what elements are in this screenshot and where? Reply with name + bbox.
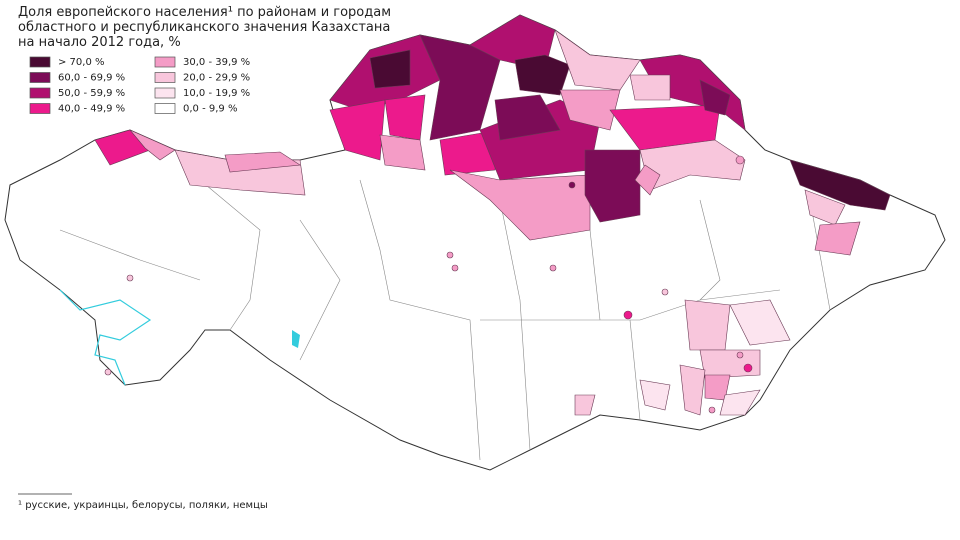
region: [629, 74, 671, 101]
city-dot: [623, 310, 633, 320]
city-dot: [736, 351, 744, 359]
region: [699, 79, 731, 116]
region: [814, 221, 861, 256]
region: [559, 89, 621, 131]
title: Доля европейского населения¹ по районам …: [18, 5, 391, 50]
region: [224, 151, 301, 173]
region: [379, 134, 426, 171]
legend-label: > 70,0 %: [58, 57, 105, 68]
legend-label: 20,0 - 29,9 %: [183, 73, 250, 84]
aral-sea: [292, 330, 300, 348]
title-line: Доля европейского населения¹ по районам …: [18, 5, 391, 20]
region: [719, 389, 761, 416]
region: [494, 94, 561, 141]
city-dot: [451, 264, 459, 272]
region: [584, 149, 641, 223]
legend-swatch: [29, 56, 51, 68]
region: [699, 349, 761, 379]
region: [369, 49, 411, 89]
city-dot: [743, 363, 753, 373]
region: [449, 169, 591, 241]
region: [514, 54, 571, 96]
legend-swatch: [154, 56, 176, 68]
legend-swatch: [154, 103, 176, 114]
legend-swatch: [154, 87, 176, 99]
region-borders: [59, 179, 831, 461]
legend-label: 40,0 - 49,9 %: [58, 104, 125, 115]
legend-swatch: [29, 87, 51, 99]
footnote: ¹ русские, украинцы, белорусы, поляки, н…: [18, 500, 268, 511]
legend-swatch: [154, 72, 176, 83]
region: [634, 164, 661, 196]
caspian-shore: [59, 289, 152, 386]
legend: > 70,0 % 60,0 - 69,9 % 50,0 - 59,9 % 40,0 -…: [29, 56, 250, 115]
legend-swatch: [29, 103, 51, 114]
region: [384, 94, 426, 141]
title-line: на начало 2012 года, %: [18, 35, 181, 50]
city-dot: [568, 181, 576, 189]
region: [574, 394, 596, 416]
legend-label: 0,0 - 9,9 %: [183, 104, 237, 115]
legend-label: 10,0 - 19,9 %: [183, 88, 250, 99]
legend-label: 50,0 - 59,9 %: [58, 88, 125, 99]
legend-label: 30,0 - 39,9 %: [183, 57, 250, 68]
city-dot: [126, 274, 134, 282]
city-dot: [661, 288, 669, 296]
regions: [94, 14, 891, 416]
region: [469, 14, 556, 71]
region: [129, 129, 176, 161]
legend-label: 60,0 - 69,9 %: [58, 73, 125, 84]
city-dot: [735, 155, 745, 165]
region: [789, 159, 891, 211]
region: [729, 299, 791, 346]
legend-swatch: [29, 72, 51, 83]
region: [684, 299, 731, 351]
city-dots: [104, 155, 753, 414]
title-line: областного и республиканского значения К…: [18, 20, 390, 35]
city-dot: [104, 368, 112, 376]
region: [679, 364, 706, 416]
region: [639, 379, 671, 411]
city-dot: [549, 264, 557, 272]
city-dot: [708, 406, 716, 414]
city-dot: [446, 251, 454, 259]
